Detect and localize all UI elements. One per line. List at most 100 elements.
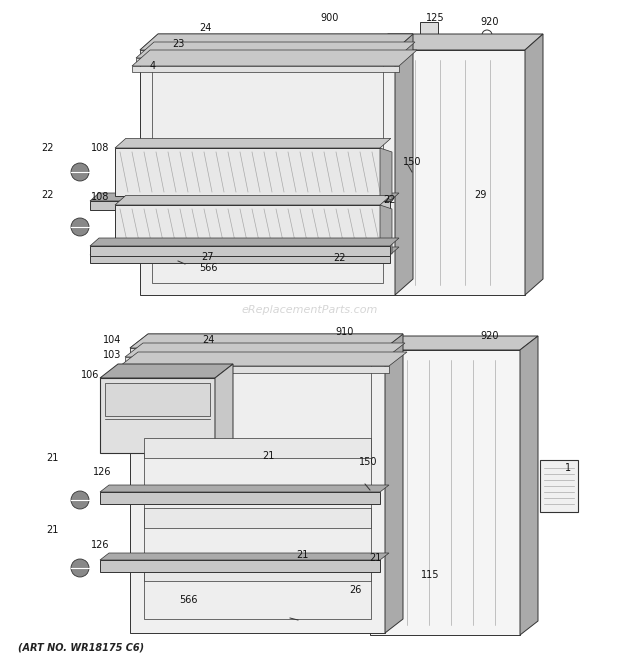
Text: 920: 920 bbox=[480, 331, 499, 341]
Text: 27: 27 bbox=[202, 252, 215, 262]
Polygon shape bbox=[132, 50, 417, 66]
Bar bbox=[468, 188, 476, 210]
Text: 21: 21 bbox=[46, 453, 58, 463]
Polygon shape bbox=[120, 352, 407, 366]
Polygon shape bbox=[370, 336, 538, 350]
Polygon shape bbox=[370, 34, 543, 50]
Polygon shape bbox=[144, 563, 371, 581]
Circle shape bbox=[482, 30, 492, 40]
Polygon shape bbox=[370, 350, 520, 635]
Text: 108: 108 bbox=[91, 143, 109, 153]
Circle shape bbox=[333, 245, 347, 259]
Text: (ART NO. WR18175 C6): (ART NO. WR18175 C6) bbox=[18, 643, 144, 653]
Text: 21: 21 bbox=[262, 451, 274, 461]
Ellipse shape bbox=[308, 610, 332, 620]
Polygon shape bbox=[100, 560, 380, 572]
Text: 566: 566 bbox=[199, 263, 217, 273]
Polygon shape bbox=[100, 492, 380, 504]
Polygon shape bbox=[125, 357, 387, 364]
Text: 900: 900 bbox=[321, 13, 339, 23]
Text: 910: 910 bbox=[336, 327, 354, 337]
Circle shape bbox=[71, 491, 89, 509]
Polygon shape bbox=[525, 34, 543, 295]
Polygon shape bbox=[140, 50, 395, 295]
Polygon shape bbox=[90, 247, 399, 255]
Text: 566: 566 bbox=[179, 595, 197, 605]
Polygon shape bbox=[100, 364, 233, 378]
Text: 150: 150 bbox=[403, 157, 421, 167]
Circle shape bbox=[406, 159, 414, 167]
Text: 21: 21 bbox=[369, 553, 381, 563]
Text: 125: 125 bbox=[426, 13, 445, 23]
Polygon shape bbox=[130, 334, 403, 348]
Polygon shape bbox=[115, 196, 391, 205]
Polygon shape bbox=[130, 348, 385, 355]
Text: 104: 104 bbox=[103, 335, 121, 345]
Polygon shape bbox=[370, 50, 525, 295]
Polygon shape bbox=[115, 138, 391, 148]
Circle shape bbox=[71, 218, 89, 236]
Polygon shape bbox=[90, 255, 390, 263]
Polygon shape bbox=[90, 246, 390, 256]
Polygon shape bbox=[140, 34, 413, 50]
Text: 26: 26 bbox=[349, 585, 361, 595]
Text: 115: 115 bbox=[421, 570, 439, 580]
Bar bbox=[435, 590, 443, 615]
Bar bbox=[540, 460, 578, 512]
Polygon shape bbox=[144, 362, 371, 619]
Text: 24: 24 bbox=[199, 23, 211, 33]
Polygon shape bbox=[140, 50, 395, 56]
Polygon shape bbox=[115, 205, 380, 250]
Polygon shape bbox=[144, 508, 371, 528]
Polygon shape bbox=[144, 352, 384, 362]
Text: 126: 126 bbox=[93, 467, 111, 477]
Polygon shape bbox=[90, 193, 399, 201]
Text: 22: 22 bbox=[42, 143, 55, 153]
Text: 22: 22 bbox=[334, 253, 346, 263]
Polygon shape bbox=[136, 58, 397, 64]
Polygon shape bbox=[132, 66, 399, 72]
Text: 22: 22 bbox=[42, 190, 55, 200]
Text: 21: 21 bbox=[46, 525, 58, 535]
Text: 4: 4 bbox=[150, 61, 156, 71]
Polygon shape bbox=[385, 334, 403, 633]
Text: 24: 24 bbox=[202, 335, 214, 345]
Polygon shape bbox=[125, 343, 405, 357]
Circle shape bbox=[390, 490, 406, 506]
Circle shape bbox=[363, 478, 371, 486]
Polygon shape bbox=[90, 238, 399, 246]
Polygon shape bbox=[100, 553, 389, 560]
Text: 150: 150 bbox=[359, 457, 377, 467]
Polygon shape bbox=[215, 364, 233, 453]
Polygon shape bbox=[144, 438, 371, 458]
Polygon shape bbox=[152, 62, 383, 283]
Circle shape bbox=[390, 558, 406, 574]
Text: 29: 29 bbox=[474, 190, 486, 200]
Text: 22: 22 bbox=[384, 195, 396, 205]
Text: 23: 23 bbox=[172, 39, 184, 49]
Polygon shape bbox=[105, 383, 210, 416]
Polygon shape bbox=[90, 201, 390, 210]
Text: 21: 21 bbox=[296, 550, 308, 560]
Polygon shape bbox=[520, 336, 538, 635]
Text: 106: 106 bbox=[81, 370, 99, 380]
Circle shape bbox=[71, 163, 89, 181]
Polygon shape bbox=[100, 378, 215, 453]
Bar bbox=[420, 22, 438, 38]
Circle shape bbox=[392, 180, 408, 196]
Text: 1: 1 bbox=[565, 463, 571, 473]
Polygon shape bbox=[120, 366, 389, 373]
Polygon shape bbox=[380, 205, 392, 254]
Polygon shape bbox=[130, 334, 403, 348]
Ellipse shape bbox=[173, 248, 197, 260]
Polygon shape bbox=[130, 348, 385, 633]
Text: 126: 126 bbox=[91, 540, 109, 550]
Polygon shape bbox=[115, 148, 380, 196]
Polygon shape bbox=[380, 148, 392, 200]
Text: eReplacementParts.com: eReplacementParts.com bbox=[242, 305, 378, 315]
Circle shape bbox=[482, 358, 492, 368]
Polygon shape bbox=[100, 485, 389, 492]
Text: 103: 103 bbox=[103, 350, 121, 360]
Polygon shape bbox=[395, 34, 413, 295]
Text: 920: 920 bbox=[480, 17, 499, 27]
